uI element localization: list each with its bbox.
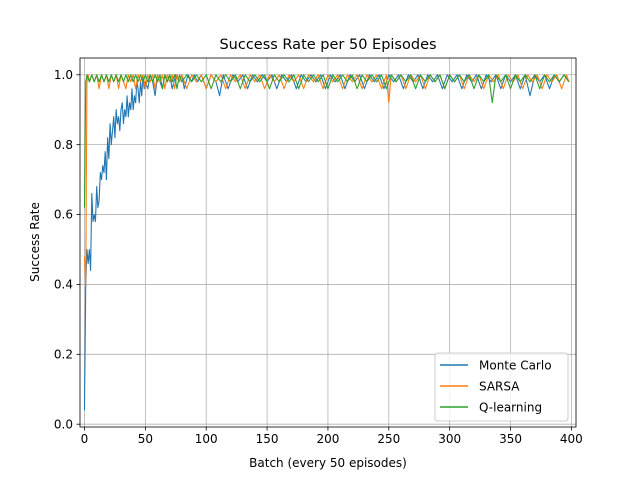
x-axis-label: Batch (every 50 episodes)	[249, 456, 407, 470]
x-tick-label: 400	[560, 432, 583, 446]
y-axis: 0.0 0.2 0.4 0.6 0.8 1.0	[54, 68, 80, 431]
x-axis: 0 50 100 150 200 250 300 350 400	[81, 427, 583, 446]
legend-entry: SARSA	[479, 379, 520, 393]
x-tick-label: 150	[256, 432, 279, 446]
x-tick-label: 50	[138, 432, 153, 446]
x-tick-label: 0	[81, 432, 89, 446]
y-tick-label: 0.2	[54, 348, 73, 362]
x-tick-label: 350	[499, 432, 522, 446]
y-tick-label: 0.6	[54, 208, 73, 222]
y-tick-label: 0.4	[54, 278, 73, 292]
x-tick-label: 300	[438, 432, 461, 446]
series-line-q-learning	[83, 74, 570, 208]
x-tick-label: 250	[377, 432, 400, 446]
y-tick-label: 0.0	[54, 417, 73, 431]
legend-entry: Q-learning	[479, 400, 542, 414]
chart-title: Success Rate per 50 Episodes	[219, 37, 436, 53]
y-tick-label: 0.8	[54, 138, 73, 152]
legend: Monte Carlo SARSA Q-learning	[434, 352, 569, 422]
x-tick-label: 200	[316, 432, 339, 446]
legend-box	[434, 352, 569, 422]
series-group	[83, 74, 570, 411]
y-tick-label: 1.0	[54, 68, 73, 82]
legend-entry: Monte Carlo	[479, 358, 552, 372]
x-tick-label: 100	[195, 432, 218, 446]
y-axis-label: Success Rate	[28, 202, 42, 282]
